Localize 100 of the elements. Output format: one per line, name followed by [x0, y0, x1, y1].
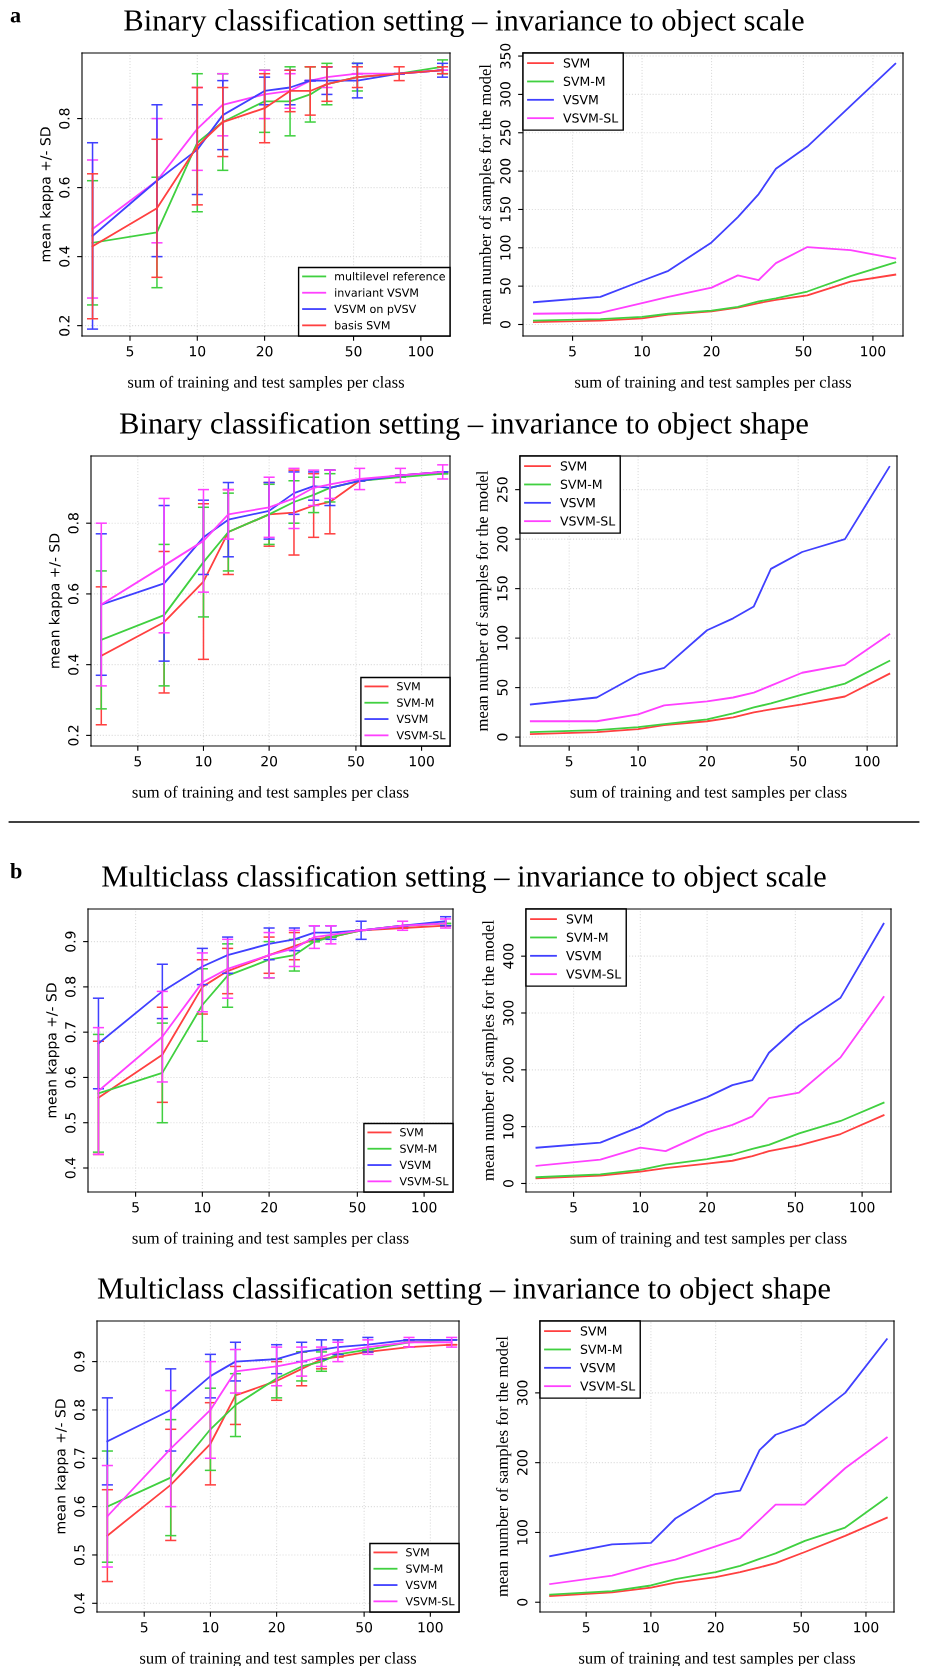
legend-label: VSVM	[566, 950, 601, 961]
y-tick-label: 250	[500, 120, 511, 145]
x-tick-label: 20	[256, 345, 273, 357]
legend-label: SVM-M	[400, 1144, 437, 1153]
x-tick-label: 50	[348, 755, 364, 767]
x-tick-label: 100	[412, 1201, 437, 1213]
x-tick-label: 20	[707, 1621, 724, 1633]
text: a	[10, 11, 21, 23]
legend-label: SVM-M	[566, 932, 608, 943]
x-tick-label: 10	[195, 1201, 211, 1213]
y-tick-label: 0	[503, 1179, 514, 1187]
x-tick-label: 5	[140, 1622, 148, 1633]
y-tick-label: 400	[503, 943, 514, 969]
y-tick-label: 0.5	[65, 1112, 76, 1133]
y-tick-label: 0.8	[59, 108, 70, 129]
x-tick-label: 50	[356, 1621, 373, 1633]
x-tick-label: 100	[855, 755, 880, 767]
legend-label: VSVM-SL	[566, 969, 622, 979]
y-tick-label: 250	[497, 477, 508, 502]
y-tick-label: 50	[497, 679, 508, 696]
chart-title: Binary classification setting – invariance to object shape	[119, 411, 808, 441]
y-tick-label: 0.7	[74, 1448, 85, 1469]
legend-label: SVM	[406, 1548, 429, 1557]
x-tick-label: 10	[643, 1621, 659, 1633]
y-tick-label: 0.8	[74, 1399, 85, 1421]
legend-label: VSVM	[405, 1580, 437, 1590]
x-tick-label: 50	[345, 345, 362, 357]
legend-label: multilevel reference	[335, 271, 445, 281]
x-axis-title: sum of training and test samples per class	[570, 1231, 847, 1248]
y-axis-title: mean kappa +/- SD	[39, 127, 54, 262]
y-axis-title: mean number of samples for the model	[496, 1336, 512, 1597]
x-tick-label: 10	[203, 1621, 219, 1633]
y-tick-label: 0.4	[65, 1157, 76, 1179]
legend-label: SVM	[563, 58, 590, 68]
x-axis-title: sum of training and test samples per class	[132, 1231, 409, 1248]
legend-label: VSVM-SL	[580, 1381, 636, 1391]
x-tick-label: 5	[570, 1202, 577, 1213]
x-tick-label: 50	[787, 1201, 804, 1213]
chart-title: Multiclass classification setting – invariance to object scale	[102, 864, 826, 894]
x-axis-title: sum of training and test samples per class	[575, 375, 852, 392]
y-tick-label: 300	[503, 1000, 514, 1026]
legend-label: VSVM	[560, 497, 595, 508]
x-tick-label: 5	[132, 1202, 139, 1213]
legend-label: VSVM	[580, 1362, 615, 1373]
x-axis-title: sum of training and test samples per class	[128, 375, 405, 392]
x-tick-label: 100	[418, 1621, 443, 1633]
legend-label: basis SVM	[335, 320, 390, 330]
y-axis-title: mean number of samples for the model	[482, 920, 498, 1181]
legend-label: SVM-M	[397, 698, 434, 707]
legend-label: VSVM	[396, 714, 428, 724]
x-tick-label: 10	[633, 1201, 649, 1213]
legend-label: VSVM-SL	[396, 731, 446, 740]
x-tick-label: 100	[850, 1201, 875, 1213]
x-tick-label: 50	[790, 755, 807, 767]
x-tick-label: 20	[699, 1201, 716, 1213]
x-tick-label: 20	[261, 755, 278, 767]
y-tick-label: 300	[500, 82, 511, 107]
x-tick-label: 10	[196, 755, 212, 767]
y-tick-label: 0.9	[65, 931, 76, 952]
y-tick-label: 0.7	[65, 1022, 76, 1043]
legend-label: SVM-M	[580, 1344, 622, 1355]
x-tick-label: 5	[126, 346, 134, 357]
y-tick-label: 0.4	[74, 1593, 85, 1614]
legend-label: SVM	[400, 1128, 423, 1137]
x-tick-label: 20	[268, 1621, 285, 1633]
legend-label: SVM-M	[406, 1564, 443, 1573]
y-axis-title: mean number of samples for the model	[476, 470, 492, 732]
x-tick-label: 100	[861, 345, 886, 357]
y-tick-label: 0.9	[74, 1351, 85, 1372]
x-tick-label: 5	[565, 756, 573, 767]
x-axis-title: sum of training and test samples per class	[570, 785, 847, 802]
legend-label: VSVM	[563, 94, 598, 105]
y-tick-label: 100	[503, 1114, 514, 1139]
legend-label: VSVM-SL	[399, 1177, 449, 1186]
y-tick-label: 0	[517, 1598, 528, 1606]
legend-label: SVM-M	[560, 479, 602, 490]
legend-label: VSVM-SL	[563, 113, 619, 123]
x-tick-label: 5	[569, 346, 576, 357]
y-tick-label: 200	[500, 158, 511, 184]
x-axis-title: sum of training and test samples per class	[132, 785, 409, 802]
y-tick-label: 0.6	[74, 1496, 85, 1517]
legend-label: SVM-M	[563, 76, 605, 87]
y-tick-label: 0.6	[59, 177, 70, 198]
x-tick-label: 50	[795, 345, 812, 357]
x-tick-label: 5	[582, 1622, 590, 1633]
y-tick-label: 0.4	[59, 246, 70, 267]
x-tick-label: 20	[699, 755, 715, 767]
y-tick-label: 50	[500, 278, 511, 294]
legend-label: VSVM	[399, 1160, 431, 1170]
legend-label: SVM	[566, 914, 593, 924]
y-tick-label: 150	[497, 576, 508, 601]
y-tick-label: 0.5	[74, 1545, 85, 1566]
y-tick-label: 0.6	[65, 1067, 76, 1088]
x-tick-label: 5	[134, 756, 142, 767]
y-axis-title: mean number of samples for the model	[479, 64, 495, 325]
legend-label: VSVM-SL	[560, 516, 616, 526]
y-tick-label: 0	[497, 733, 508, 741]
y-tick-label: 100	[500, 235, 511, 260]
x-tick-label: 100	[409, 345, 434, 357]
legend-label: VSVM on pVSV	[334, 304, 417, 316]
